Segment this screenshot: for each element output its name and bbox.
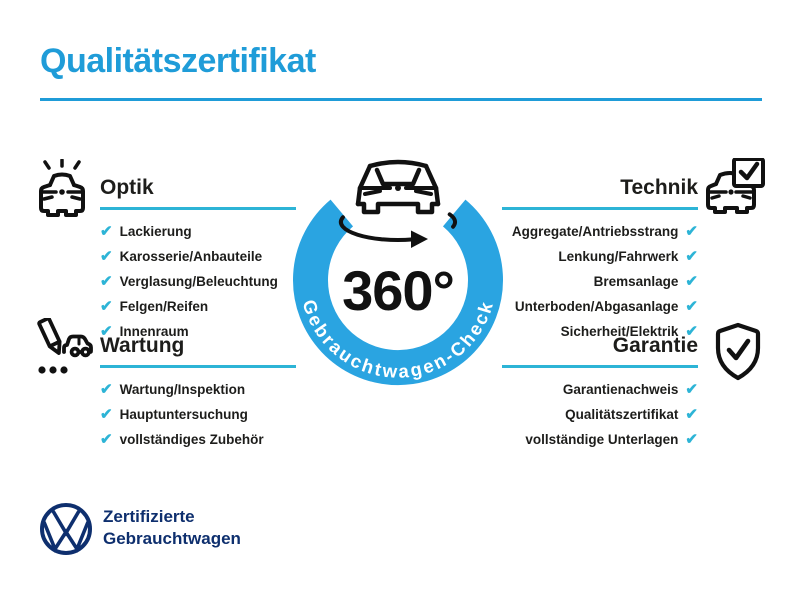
list-item: Qualitätszertifikat ✔ bbox=[502, 402, 698, 427]
check-icon: ✔ bbox=[685, 248, 698, 265]
item-label: Aggregate/Antriebsstrang bbox=[511, 224, 679, 239]
item-label: Lenkung/Fahrwerk bbox=[558, 249, 679, 264]
check-icon: ✔ bbox=[100, 323, 113, 340]
list-item: ✔ Wartung/Inspektion bbox=[100, 377, 296, 402]
item-label: Hauptuntersuchung bbox=[119, 407, 248, 422]
brand-line1: Zertifizierte bbox=[103, 507, 195, 526]
pencil-car-icon bbox=[33, 318, 93, 380]
list-item: Garantienachweis ✔ bbox=[502, 377, 698, 402]
check-icon: ✔ bbox=[100, 248, 113, 265]
check-icon: ✔ bbox=[685, 431, 698, 448]
item-label: Lackierung bbox=[119, 224, 192, 239]
section-garantie-list: Garantienachweis ✔ Qualitätszertifikat ✔ v… bbox=[502, 377, 698, 452]
check-icon: ✔ bbox=[685, 273, 698, 290]
brand-line2: Gebrauchtwagen bbox=[103, 529, 241, 548]
car-front-rotate-icon bbox=[338, 159, 458, 248]
list-item: ✔ Innenraum bbox=[100, 319, 296, 344]
item-label: Wartung/Inspektion bbox=[119, 382, 246, 397]
section-optik: Optik ✔ Lackierung ✔ Karosserie/Anbauteile… bbox=[100, 176, 296, 344]
list-item: Lenkung/Fahrwerk ✔ bbox=[502, 244, 698, 269]
item-label: Innenraum bbox=[119, 324, 189, 339]
section-optik-list: ✔ Lackierung ✔ Karosserie/Anbauteile ✔ Verg… bbox=[100, 219, 296, 344]
check-icon: ✔ bbox=[100, 406, 113, 423]
check-icon: ✔ bbox=[100, 273, 113, 290]
section-garantie-rule bbox=[502, 365, 698, 368]
item-label: Qualitätszertifikat bbox=[565, 407, 679, 422]
list-item: Unterboden/Abgasanlage ✔ bbox=[502, 294, 698, 319]
list-item: ✔ Hauptuntersuchung bbox=[100, 402, 296, 427]
ring-360-graphic: Gebrauchtwagen-Check 360° bbox=[276, 150, 520, 402]
list-item: ✔ Lackierung bbox=[100, 219, 296, 244]
degree-label: 360° bbox=[342, 259, 454, 322]
check-icon: ✔ bbox=[685, 223, 698, 240]
section-optik-heading: Optik bbox=[100, 176, 154, 199]
list-item: ✔ vollständiges Zubehör bbox=[100, 427, 296, 452]
section-wartung: Wartung ✔ Wartung/Inspektion ✔ Hauptunters… bbox=[100, 334, 296, 452]
item-label: Sicherheit/Elektrik bbox=[560, 324, 679, 339]
list-item: Aggregate/Antriebsstrang ✔ bbox=[502, 219, 698, 244]
section-wartung-list: ✔ Wartung/Inspektion ✔ Hauptuntersuchung ✔… bbox=[100, 377, 296, 452]
check-icon: ✔ bbox=[100, 431, 113, 448]
ring-arc bbox=[293, 199, 503, 385]
check-icon: ✔ bbox=[100, 223, 113, 240]
section-wartung-rule bbox=[100, 365, 296, 368]
list-item: ✔ Verglasung/Beleuchtung bbox=[100, 269, 296, 294]
section-garantie-heading: Garantie bbox=[612, 334, 698, 357]
check-icon: ✔ bbox=[685, 323, 698, 340]
check-icon: ✔ bbox=[685, 298, 698, 315]
item-label: vollständige Unterlagen bbox=[525, 432, 679, 447]
car-shine-icon bbox=[33, 159, 91, 217]
brand-text: Zertifizierte Gebrauchtwagen bbox=[103, 506, 241, 550]
item-label: Garantienachweis bbox=[562, 382, 679, 397]
section-garantie: Garantie Garantienachweis ✔ Qualitätszert… bbox=[502, 334, 698, 452]
section-technik-heading: Technik bbox=[620, 176, 698, 199]
page-title: Qualitätszertifikat bbox=[40, 42, 316, 80]
section-optik-rule bbox=[100, 207, 296, 210]
item-label: vollständiges Zubehör bbox=[119, 432, 264, 447]
item-label: Felgen/Reifen bbox=[119, 299, 209, 314]
shield-check-icon bbox=[712, 322, 764, 382]
list-item: Sicherheit/Elektrik ✔ bbox=[502, 319, 698, 344]
section-technik: Technik Aggregate/Antriebsstrang ✔ Lenkun… bbox=[502, 176, 698, 344]
item-label: Unterboden/Abgasanlage bbox=[514, 299, 679, 314]
item-label: Karosserie/Anbauteile bbox=[119, 249, 263, 264]
list-item: Bremsanlage ✔ bbox=[502, 269, 698, 294]
check-icon: ✔ bbox=[100, 298, 113, 315]
section-technik-list: Aggregate/Antriebsstrang ✔ Lenkung/Fahrwe… bbox=[502, 219, 698, 344]
section-wartung-heading: Wartung bbox=[100, 334, 185, 357]
list-item: ✔ Karosserie/Anbauteile bbox=[100, 244, 296, 269]
item-label: Verglasung/Beleuchtung bbox=[119, 274, 278, 289]
header-divider bbox=[40, 98, 762, 101]
section-technik-rule bbox=[502, 207, 698, 210]
item-label: Bremsanlage bbox=[593, 274, 679, 289]
check-icon: ✔ bbox=[685, 381, 698, 398]
vw-logo bbox=[39, 502, 93, 556]
check-icon: ✔ bbox=[100, 381, 113, 398]
list-item: vollständige Unterlagen ✔ bbox=[502, 427, 698, 452]
list-item: ✔ Felgen/Reifen bbox=[100, 294, 296, 319]
car-check-icon bbox=[704, 158, 766, 218]
check-icon: ✔ bbox=[685, 406, 698, 423]
